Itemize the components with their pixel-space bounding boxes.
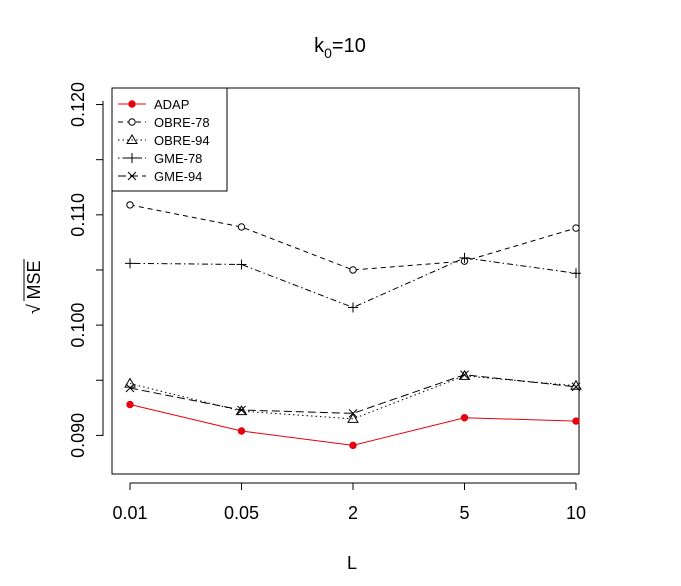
series-gme-78-point — [571, 268, 581, 279]
legend-label: ADAP — [154, 97, 189, 112]
legend: ADAP OBRE-78 OBRE-94 GME-78 GME-94 — [111, 87, 228, 192]
x-ticks: 0.01 0.05 2 5 10 — [112, 483, 586, 523]
x-tick-label: 2 — [348, 503, 358, 523]
series-gme-78-point — [459, 252, 470, 263]
series-adap-point — [349, 441, 357, 450]
series-layer — [124, 201, 582, 450]
y-tick-label: 0.090 — [68, 413, 88, 458]
legend-marker — [128, 118, 136, 126]
legend-item-adap: ADAP — [118, 97, 189, 112]
legend-label: GME-78 — [154, 151, 202, 166]
series-obre-94-point — [347, 412, 359, 423]
series-gme-94-point — [460, 370, 469, 380]
chart-title: k0=10 — [314, 35, 366, 61]
legend-item-obre-78: OBRE-78 — [118, 115, 210, 130]
series-adap-point — [460, 414, 469, 422]
series-gme-94 — [125, 370, 581, 418]
series-adap-line — [129, 404, 577, 446]
x-tick-label: 0.01 — [112, 503, 147, 523]
series-adap-point — [572, 417, 580, 425]
chart-title-subscript: 0 — [324, 45, 332, 61]
y-axis-label: √ MSE — [23, 259, 44, 314]
series-obre-78-point — [572, 224, 580, 232]
x-tick-label: 5 — [459, 503, 469, 523]
legend-marker — [127, 153, 137, 163]
legend-label: GME-94 — [154, 169, 202, 184]
x-axis-label: L — [347, 553, 357, 573]
series-adap-point — [237, 427, 246, 435]
series-gme-78-point — [236, 259, 247, 270]
x-tick-label: 10 — [566, 503, 586, 523]
y-ticks: 0.090 0.100 0.110 0.120 — [68, 82, 103, 458]
legend-marker — [128, 100, 136, 108]
series-obre-78 — [126, 201, 580, 274]
y-axis-label-text: MSE — [24, 260, 44, 299]
series-gme-94-point — [237, 405, 246, 415]
series-obre-78-line — [129, 204, 577, 271]
x-tick-label: 0.05 — [224, 503, 259, 523]
series-adap-point — [126, 400, 134, 409]
series-obre-78-point — [349, 266, 357, 274]
legend-item-obre-94: OBRE-94 — [118, 133, 210, 148]
series-obre-94-point — [124, 377, 136, 388]
legend-item-gme-78: GME-78 — [118, 151, 202, 166]
legend-marker — [127, 171, 137, 181]
series-obre-78-point — [237, 223, 246, 231]
series-gme-78 — [125, 252, 581, 313]
y-tick-label: 0.100 — [68, 303, 88, 348]
legend-label: OBRE-94 — [154, 133, 210, 148]
series-gme-78-point — [348, 302, 358, 313]
series-gme-94-point — [125, 383, 135, 393]
legend-label: OBRE-78 — [154, 115, 210, 130]
legend-marker — [126, 134, 138, 144]
series-gme-78-line — [129, 257, 577, 309]
series-obre-78-point — [126, 201, 134, 209]
y-tick-label: 0.120 — [68, 82, 88, 127]
y-axis-label-sqrt: √ — [24, 304, 44, 314]
series-adap — [126, 400, 580, 450]
series-obre-94-point — [235, 405, 248, 416]
plot-frame — [111, 87, 580, 475]
legend-item-gme-94: GME-94 — [118, 169, 202, 184]
y-tick-label: 0.110 — [68, 193, 88, 237]
series-gme-94-point — [571, 382, 581, 392]
chart-title-rest: =10 — [332, 35, 366, 57]
series-gme-78-point — [125, 258, 135, 269]
chart-title-main: k — [314, 35, 325, 57]
series-obre-94-line — [129, 375, 577, 420]
series-gme-94-line — [129, 374, 577, 414]
series-obre-94 — [124, 369, 582, 423]
series-gme-94-point — [348, 408, 358, 418]
